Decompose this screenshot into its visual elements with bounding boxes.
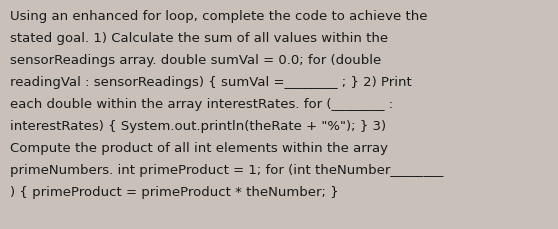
Text: primeNumbers. int primeProduct = 1; for (int theNumber________: primeNumbers. int primeProduct = 1; for … — [10, 163, 444, 176]
Text: Using an enhanced for loop, complete the code to achieve the: Using an enhanced for loop, complete the… — [10, 10, 427, 23]
Text: Compute the product of all int elements within the array: Compute the product of all int elements … — [10, 141, 388, 154]
Text: sensorReadings array. double sumVal = 0.0; for (double: sensorReadings array. double sumVal = 0.… — [10, 54, 381, 67]
Text: each double within the array interestRates. for (________ :: each double within the array interestRat… — [10, 98, 393, 111]
Text: interestRates) { System.out.println(theRate + "%"); } 3): interestRates) { System.out.println(theR… — [10, 120, 386, 132]
Text: stated goal. 1) Calculate the sum of all values within the: stated goal. 1) Calculate the sum of all… — [10, 32, 388, 45]
Text: ) { primeProduct = primeProduct * theNumber; }: ) { primeProduct = primeProduct * theNum… — [10, 185, 339, 198]
Text: readingVal : sensorReadings) { sumVal =________ ; } 2) Print: readingVal : sensorReadings) { sumVal =_… — [10, 76, 412, 89]
